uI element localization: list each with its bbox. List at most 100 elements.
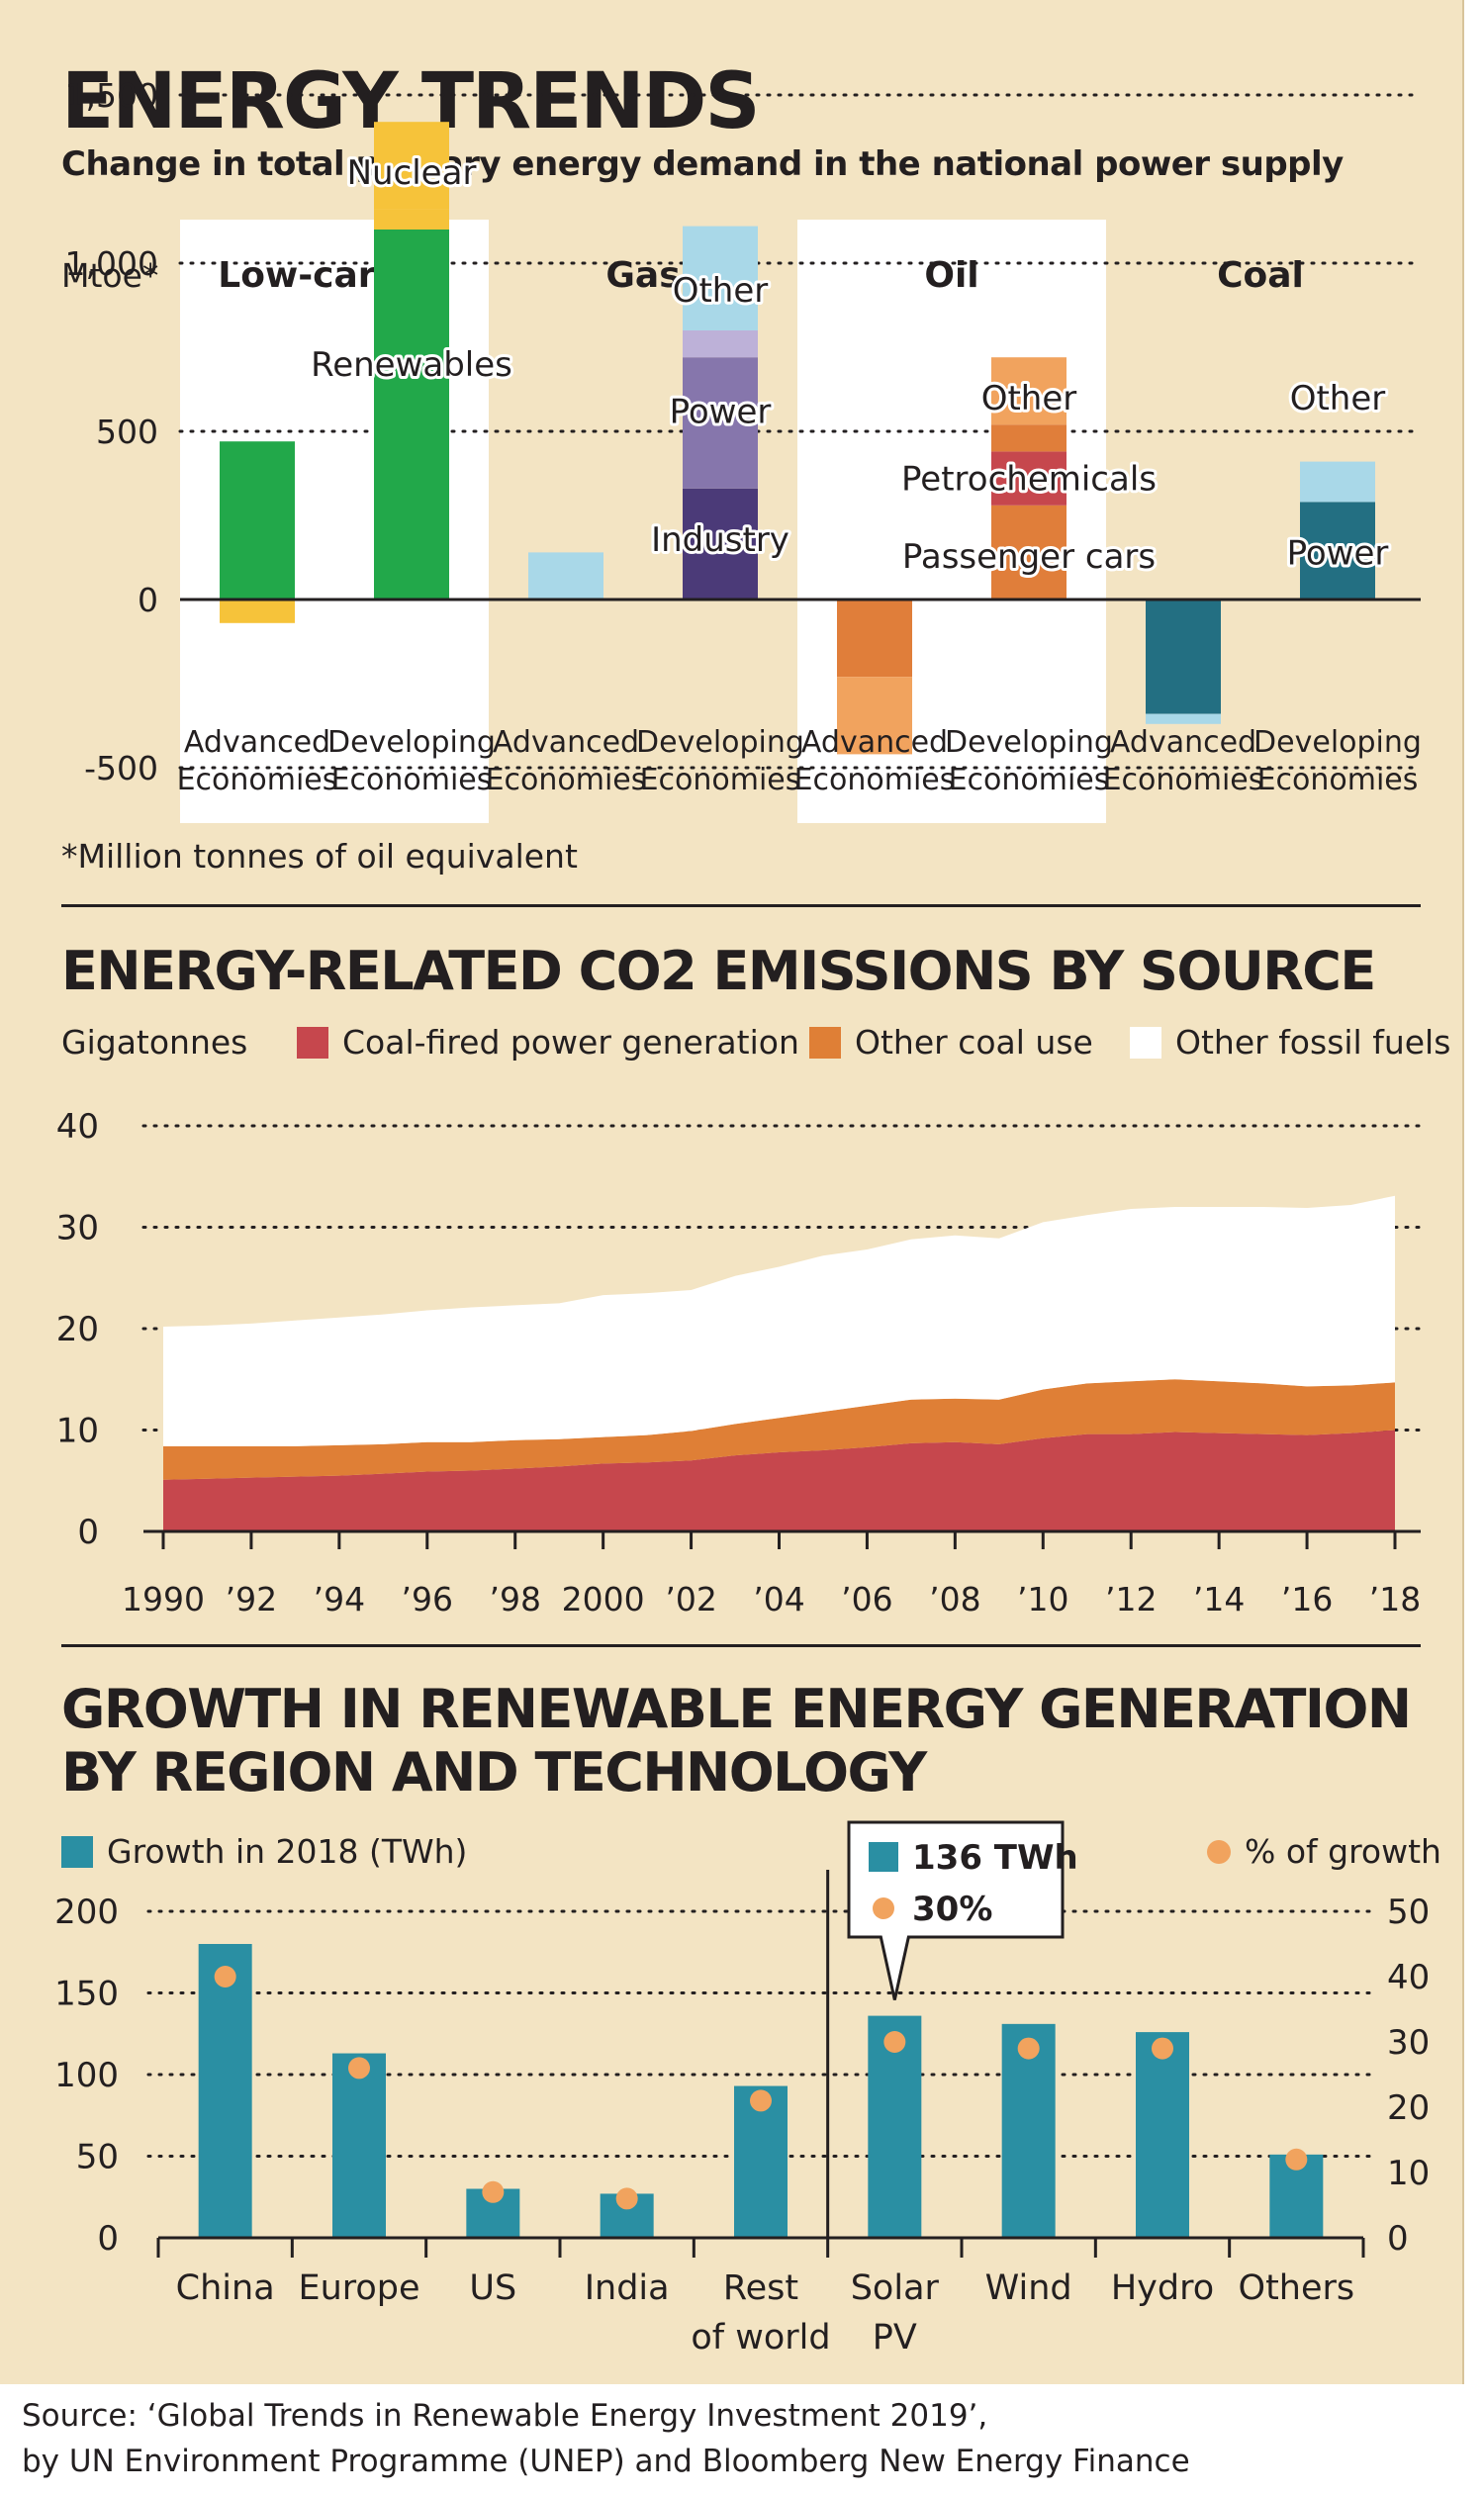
category-label: Europe	[298, 2268, 419, 2308]
energy-demand-chart: Low-carbon Gas Oil CoalMtoe*1,5001,0005000-…	[61, 76, 1423, 823]
section-divider-2	[61, 1644, 1421, 1647]
category-label: Rest	[723, 2268, 798, 2308]
category-label: Economies	[331, 763, 493, 797]
y-left-tick-label: 100	[54, 2056, 119, 2095]
category-label: Developing	[327, 725, 496, 760]
category-label: Advanced	[493, 725, 639, 760]
y-tick-label: 500	[96, 413, 158, 451]
chart2-unit-label: Gigatonnes	[61, 1023, 248, 1062]
bar-segment-other	[1300, 461, 1375, 503]
bar-segment-oil	[837, 600, 912, 678]
area-other-fossil-fuels	[163, 1195, 1395, 1446]
bar-segment-other	[683, 226, 758, 330]
area-other-coal-use	[163, 1379, 1395, 1480]
category-label: of world	[691, 2318, 830, 2357]
dot-india	[615, 2187, 638, 2210]
y-tick-label: 1,500	[65, 76, 158, 115]
section-divider-1	[61, 904, 1421, 907]
bar-europe	[332, 2053, 386, 2238]
x-tick-label: ’16	[1281, 1580, 1333, 1618]
y-left-tick-label: 200	[54, 1893, 119, 1932]
y-left-tick-label: 50	[76, 2138, 119, 2177]
x-tick-label: ’02	[665, 1580, 716, 1618]
category-label: Developing	[945, 725, 1113, 760]
x-tick-label: ’04	[753, 1580, 804, 1618]
source-line-1: Source: ‘Global Trends in Renewable Ener…	[22, 2398, 988, 2434]
category-label: Advanced	[801, 725, 948, 760]
chart3-title-line2: BY REGION AND TECHNOLOGY	[61, 1741, 927, 1803]
x-tick-label: 2000	[562, 1580, 645, 1618]
category-label: India	[585, 2268, 670, 2308]
renewable-growth-chart: 0 50 100 150 200 0 10 20 30 40 50 China Europe US Indi…	[54, 1820, 1430, 2357]
category-label: PV	[873, 2318, 917, 2357]
y-tick-label: 0	[77, 1513, 99, 1552]
bar-segment-gas	[528, 552, 603, 600]
y-tick-label: -500	[84, 749, 158, 787]
bar-segment-coal	[1146, 600, 1221, 714]
category-label: Economies	[177, 763, 338, 797]
y-tick-label: 40	[56, 1107, 99, 1147]
dot-wind	[1017, 2037, 1040, 2060]
category-label: US	[469, 2268, 516, 2308]
bar-segment-coal	[1146, 713, 1221, 724]
bar-segment-nuclear	[374, 122, 449, 210]
y-tick-label: 1,000	[65, 244, 158, 283]
chart1-footnote: *Million tonnes of oil equivalent	[61, 837, 578, 876]
segment-label: Industry	[651, 520, 789, 560]
bar-wind	[1001, 2023, 1056, 2238]
area-coal-fired-power-generation	[163, 1430, 1395, 1531]
dot-solar-pv	[883, 2031, 906, 2053]
co2-emissions-chart: 0 10 20 30 40 1990 ’92 ’94 ’96 ’98 2000 ’02 ’04 ’06 ’0…	[56, 1107, 1423, 1618]
page-subtitle: Change in total primary energy demand in…	[61, 144, 1344, 184]
category-label: Hydro	[1111, 2268, 1214, 2308]
x-tick-label: ’94	[314, 1580, 365, 1618]
x-tick-label: ’08	[929, 1580, 980, 1618]
bar-segment-passenger-cars	[991, 505, 1067, 600]
x-tick-label: ’18	[1369, 1580, 1421, 1618]
x-tick-label: ’10	[1017, 1580, 1068, 1618]
y-tick-label: 20	[56, 1310, 99, 1349]
dot-hydro	[1152, 2037, 1173, 2060]
y-tick-label: 0	[138, 581, 158, 619]
x-tick-label: 1990	[122, 1580, 205, 1618]
x-tick-label: ’92	[226, 1580, 277, 1618]
segment-label: Other	[1290, 379, 1386, 418]
legend-coal-fired: Coal-fired power generation	[297, 1023, 799, 1062]
category-label: Developing	[636, 725, 804, 760]
callout-box	[847, 1820, 1065, 2000]
segment-label: Nuclear	[347, 153, 477, 193]
x-tick-label: ’12	[1105, 1580, 1157, 1618]
bar-segment-power	[683, 330, 758, 358]
bar-segment-renewables	[220, 441, 295, 600]
segment-label: Other	[673, 271, 769, 311]
category-label: Solar	[851, 2268, 940, 2308]
bar-segment-industry	[683, 488, 758, 600]
bar-segment-oil	[837, 677, 912, 755]
dot-china	[214, 1966, 236, 1988]
y-right-tick-label: 0	[1387, 2219, 1409, 2259]
category-label: Economies	[794, 763, 956, 797]
y-right-tick-label: 40	[1387, 1958, 1430, 1997]
segment-label: Power	[670, 393, 772, 432]
bar-segment-petrochemicals	[991, 424, 1067, 452]
bar-hydro	[1136, 2032, 1189, 2238]
category-label: Economies	[1257, 763, 1419, 797]
x-tick-label: ’06	[841, 1580, 892, 1618]
segment-label: Petrochemicals	[901, 460, 1157, 500]
segment-label: Renewables	[311, 345, 512, 385]
dot-us	[482, 2180, 505, 2203]
x-tick-label: ’96	[402, 1580, 453, 1618]
category-label: Economies	[486, 763, 647, 797]
legend-other-coal: Other coal use	[809, 1023, 1093, 1062]
bar-segment-renewables	[374, 230, 449, 600]
callout-bar-swatch	[869, 1842, 898, 1872]
y-left-tick-label: 0	[97, 2219, 119, 2259]
y-right-tick-label: 50	[1387, 1893, 1430, 1932]
bar-segment-nuclear	[374, 209, 449, 230]
callout-value: 136 TWh	[912, 1838, 1078, 1878]
y-left-tick-label: 150	[54, 1975, 119, 2014]
chart2-title: ENERGY-RELATED CO2 EMISSIONS BY SOURCE	[61, 940, 1376, 1002]
dot-rest-of-world	[750, 2089, 772, 2112]
y-right-tick-label: 10	[1387, 2154, 1430, 2193]
category-label: Economies	[949, 763, 1110, 797]
